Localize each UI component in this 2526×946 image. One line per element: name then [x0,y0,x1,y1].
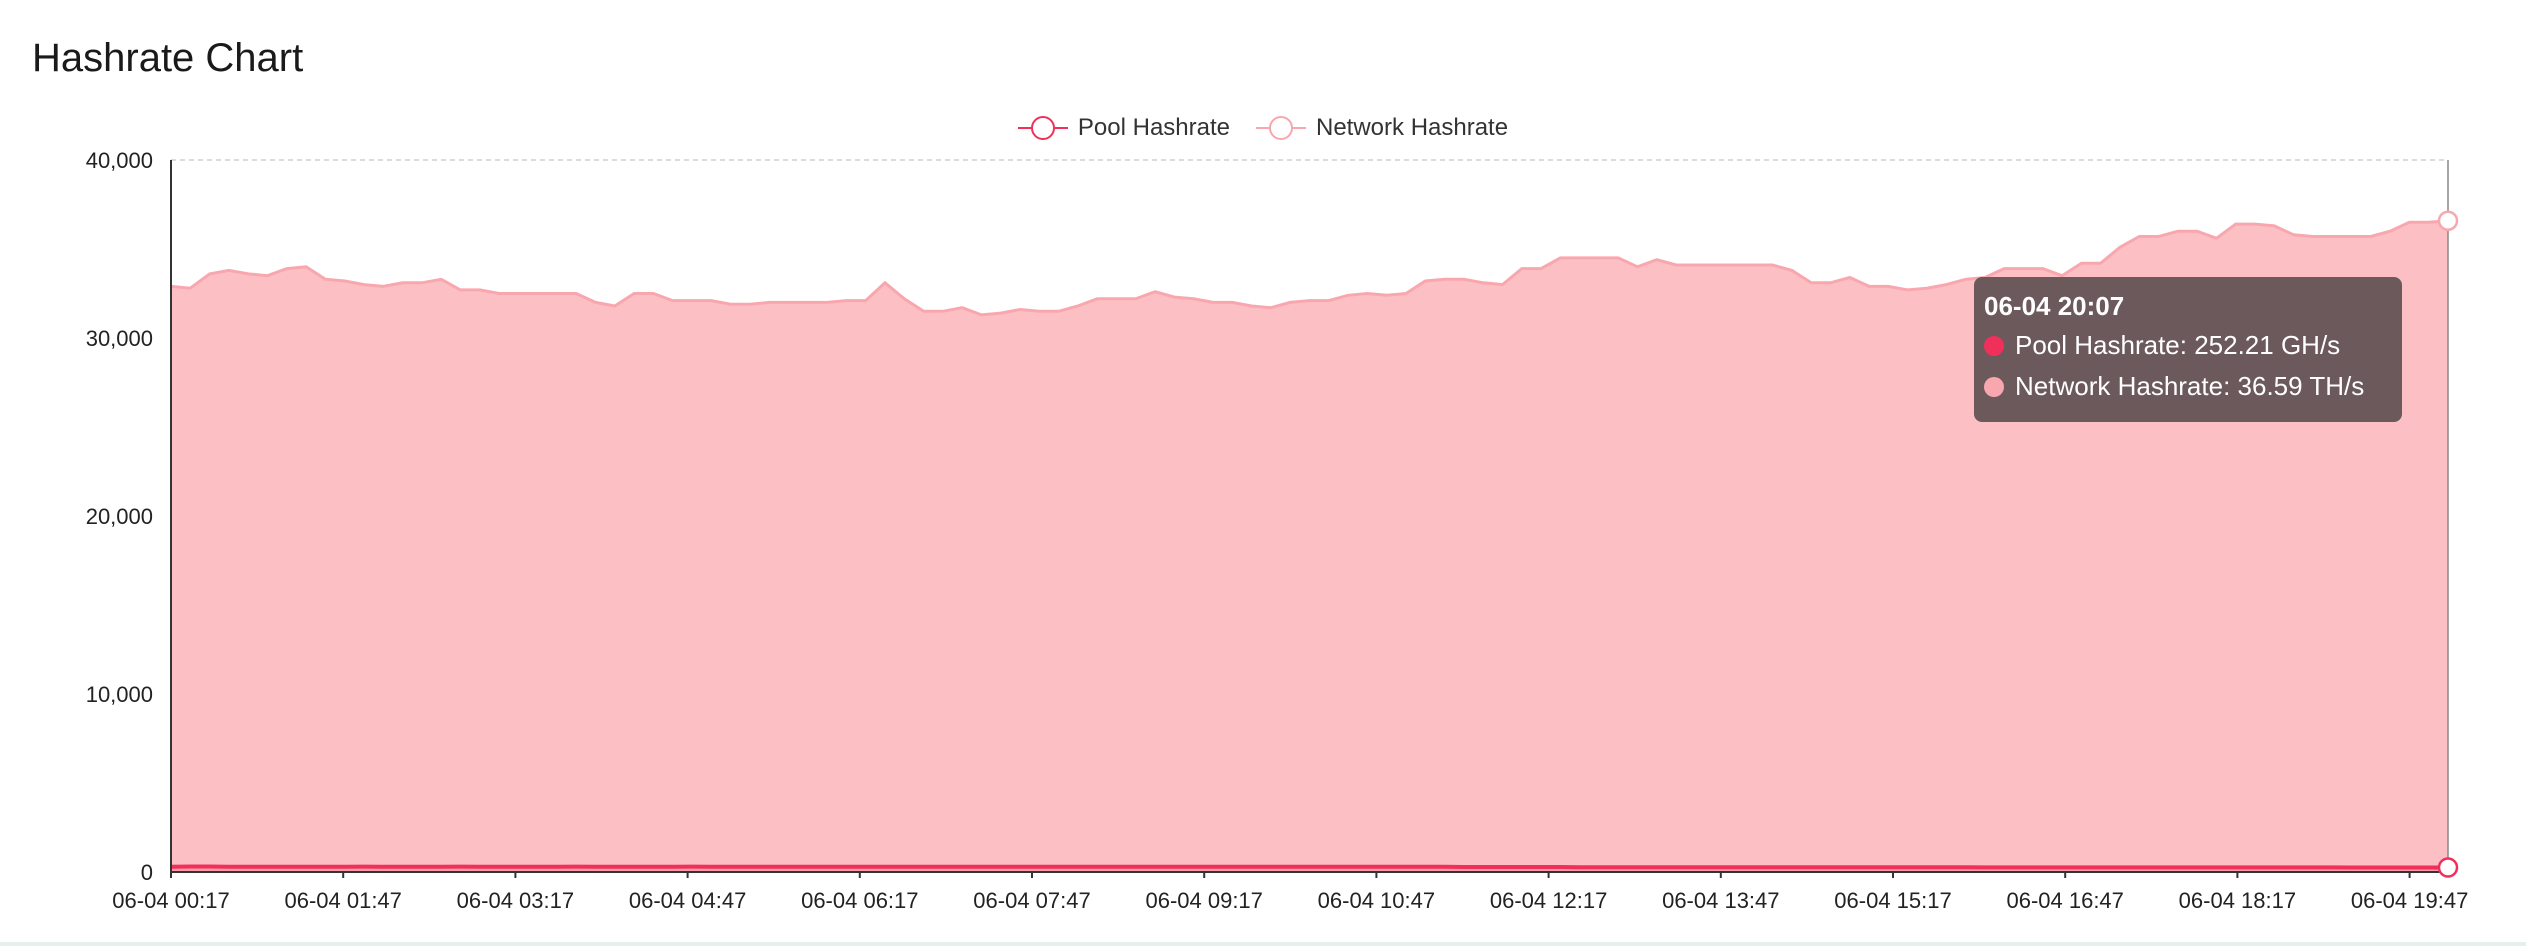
x-tick-label: 06-04 13:47 [1662,888,1779,913]
x-tick-label: 06-04 04:47 [629,888,746,913]
x-tick-label: 06-04 16:47 [2006,888,2123,913]
tooltip-pool-text: Pool Hashrate: 252.21 GH/s [2015,330,2341,360]
chart-tooltip: 06-04 20:07 Pool Hashrate: 252.21 GH/s N… [1974,277,2402,422]
x-tick-label: 06-04 09:17 [1145,888,1262,913]
pool-hover-marker [2437,857,2459,878]
page-title: Hashrate Chart [32,36,304,80]
pool-legend-icon [1017,114,1068,142]
x-tick-label: 06-04 06:17 [801,888,918,913]
legend-label-network: Network Hashrate [1316,114,1509,141]
tooltip-row-pool: Pool Hashrate: 252.21 GH/s [1984,325,2392,366]
chart-legend: Pool Hashrate Network Hashrate [0,114,2526,142]
y-tick-label: 10,000 [86,682,153,707]
x-tick-label: 06-04 12:17 [1490,888,1607,913]
legend-item-network[interactable]: Network Hashrate [1256,114,1508,142]
x-tick-label: 06-04 00:17 [112,888,229,913]
x-tick-label: 06-04 03:17 [457,888,574,913]
legend-label-pool: Pool Hashrate [1077,114,1230,141]
y-tick-label: 0 [141,860,153,885]
pool-dot-icon [1984,335,2004,356]
network-legend-icon [1256,114,1306,142]
network-hashrate-area [171,220,2448,872]
tooltip-title: 06-04 20:07 [1984,291,2125,321]
x-tick-label: 06-04 15:17 [1834,888,1951,913]
tooltip-row-network: Network Hashrate: 36.59 TH/s [1984,366,2392,407]
network-hover-marker [2437,210,2459,231]
legend-item-pool[interactable]: Pool Hashrate [1017,114,1230,142]
y-tick-label: 30,000 [86,326,153,351]
bottom-rule [0,942,2526,946]
x-tick-label: 06-04 01:47 [284,888,401,913]
x-tick-label: 06-04 07:47 [973,888,1090,913]
y-tick-label: 20,000 [86,504,153,529]
x-tick-label: 06-04 19:47 [2351,888,2468,913]
tooltip-network-text: Network Hashrate: 36.59 TH/s [2015,371,2365,401]
y-tick-label: 40,000 [86,148,153,173]
network-hashrate-line [170,219,2449,317]
network-dot-icon [1984,376,2004,397]
x-tick-label: 06-04 18:17 [2179,888,2296,913]
pool-hashrate-line [170,864,2448,870]
x-tick-label: 06-04 10:47 [1318,888,1435,913]
